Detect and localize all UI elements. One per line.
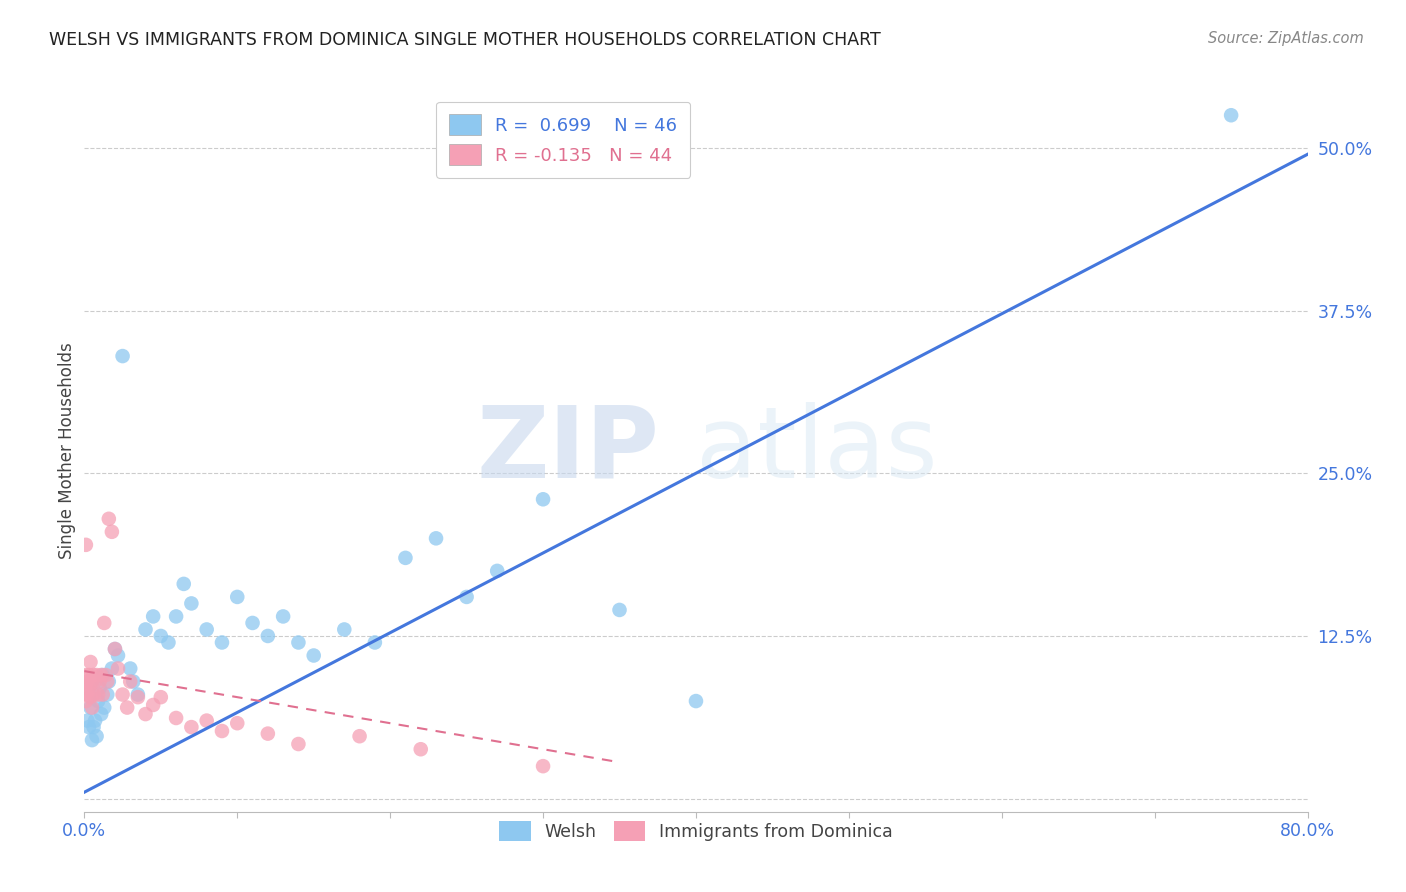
Point — [302, 648, 325, 663]
Point — [165, 609, 187, 624]
Point — [531, 759, 554, 773]
Point — [486, 564, 509, 578]
Point — [86, 729, 108, 743]
Point — [89, 681, 111, 695]
Point — [165, 711, 187, 725]
Point — [75, 694, 97, 708]
Point — [75, 668, 97, 682]
Point — [180, 720, 202, 734]
Point — [87, 694, 110, 708]
Point — [135, 707, 157, 722]
Point — [409, 742, 432, 756]
Point — [157, 635, 180, 649]
Point — [76, 674, 98, 689]
Text: ZIP: ZIP — [477, 402, 659, 499]
Point — [97, 674, 120, 689]
Point — [115, 700, 138, 714]
Point — [149, 629, 172, 643]
Point — [107, 648, 129, 663]
Point — [135, 623, 157, 637]
Y-axis label: Single Mother Households: Single Mother Households — [58, 343, 76, 558]
Point — [287, 635, 309, 649]
Point — [96, 688, 118, 702]
Point — [531, 492, 554, 507]
Point — [107, 661, 129, 675]
Point — [84, 714, 107, 728]
Point — [76, 688, 98, 702]
Point — [93, 700, 115, 714]
Point — [364, 635, 387, 649]
Point — [76, 714, 98, 728]
Point — [83, 668, 105, 682]
Point — [111, 349, 134, 363]
Point — [104, 642, 127, 657]
Point — [80, 674, 103, 689]
Point — [79, 655, 101, 669]
Point — [75, 538, 97, 552]
Point — [97, 512, 120, 526]
Point — [90, 668, 112, 682]
Point — [80, 733, 103, 747]
Point — [211, 724, 233, 739]
Point — [91, 688, 114, 702]
Point — [226, 590, 249, 604]
Point — [80, 700, 103, 714]
Point — [127, 690, 149, 705]
Point — [90, 707, 112, 722]
Point — [86, 668, 108, 682]
Point — [87, 688, 110, 702]
Point — [83, 688, 105, 702]
Point — [77, 681, 100, 695]
Point — [333, 623, 356, 637]
Point — [271, 609, 294, 624]
Point — [242, 615, 264, 630]
Point — [456, 590, 478, 604]
Point — [173, 577, 195, 591]
Point — [142, 698, 165, 712]
Point — [685, 694, 707, 708]
Point — [120, 661, 142, 675]
Point — [93, 615, 115, 630]
Point — [77, 720, 100, 734]
Point — [75, 681, 97, 695]
Point — [79, 690, 101, 705]
Point — [394, 550, 416, 565]
Point — [83, 720, 105, 734]
Point — [94, 668, 117, 682]
Point — [104, 642, 127, 657]
Text: atlas: atlas — [696, 402, 938, 499]
Point — [84, 674, 107, 689]
Point — [287, 737, 309, 751]
Point — [122, 674, 145, 689]
Point — [101, 661, 124, 675]
Point — [111, 688, 134, 702]
Point — [142, 609, 165, 624]
Point — [77, 668, 100, 682]
Text: WELSH VS IMMIGRANTS FROM DOMINICA SINGLE MOTHER HOUSEHOLDS CORRELATION CHART: WELSH VS IMMIGRANTS FROM DOMINICA SINGLE… — [49, 31, 882, 49]
Point — [226, 716, 249, 731]
Point — [79, 700, 101, 714]
Point — [149, 690, 172, 705]
Point — [257, 726, 280, 740]
Point — [425, 532, 447, 546]
Point — [195, 623, 218, 637]
Point — [211, 635, 233, 649]
Point — [257, 629, 280, 643]
Point — [1220, 108, 1243, 122]
Point — [96, 674, 118, 689]
Point — [91, 668, 114, 682]
Point — [127, 688, 149, 702]
Text: Source: ZipAtlas.com: Source: ZipAtlas.com — [1208, 31, 1364, 46]
Point — [349, 729, 371, 743]
Point — [195, 714, 218, 728]
Point — [89, 674, 111, 689]
Point — [120, 674, 142, 689]
Point — [609, 603, 631, 617]
Point — [101, 524, 124, 539]
Legend: Welsh, Immigrants from Dominica: Welsh, Immigrants from Dominica — [486, 809, 905, 854]
Point — [180, 596, 202, 610]
